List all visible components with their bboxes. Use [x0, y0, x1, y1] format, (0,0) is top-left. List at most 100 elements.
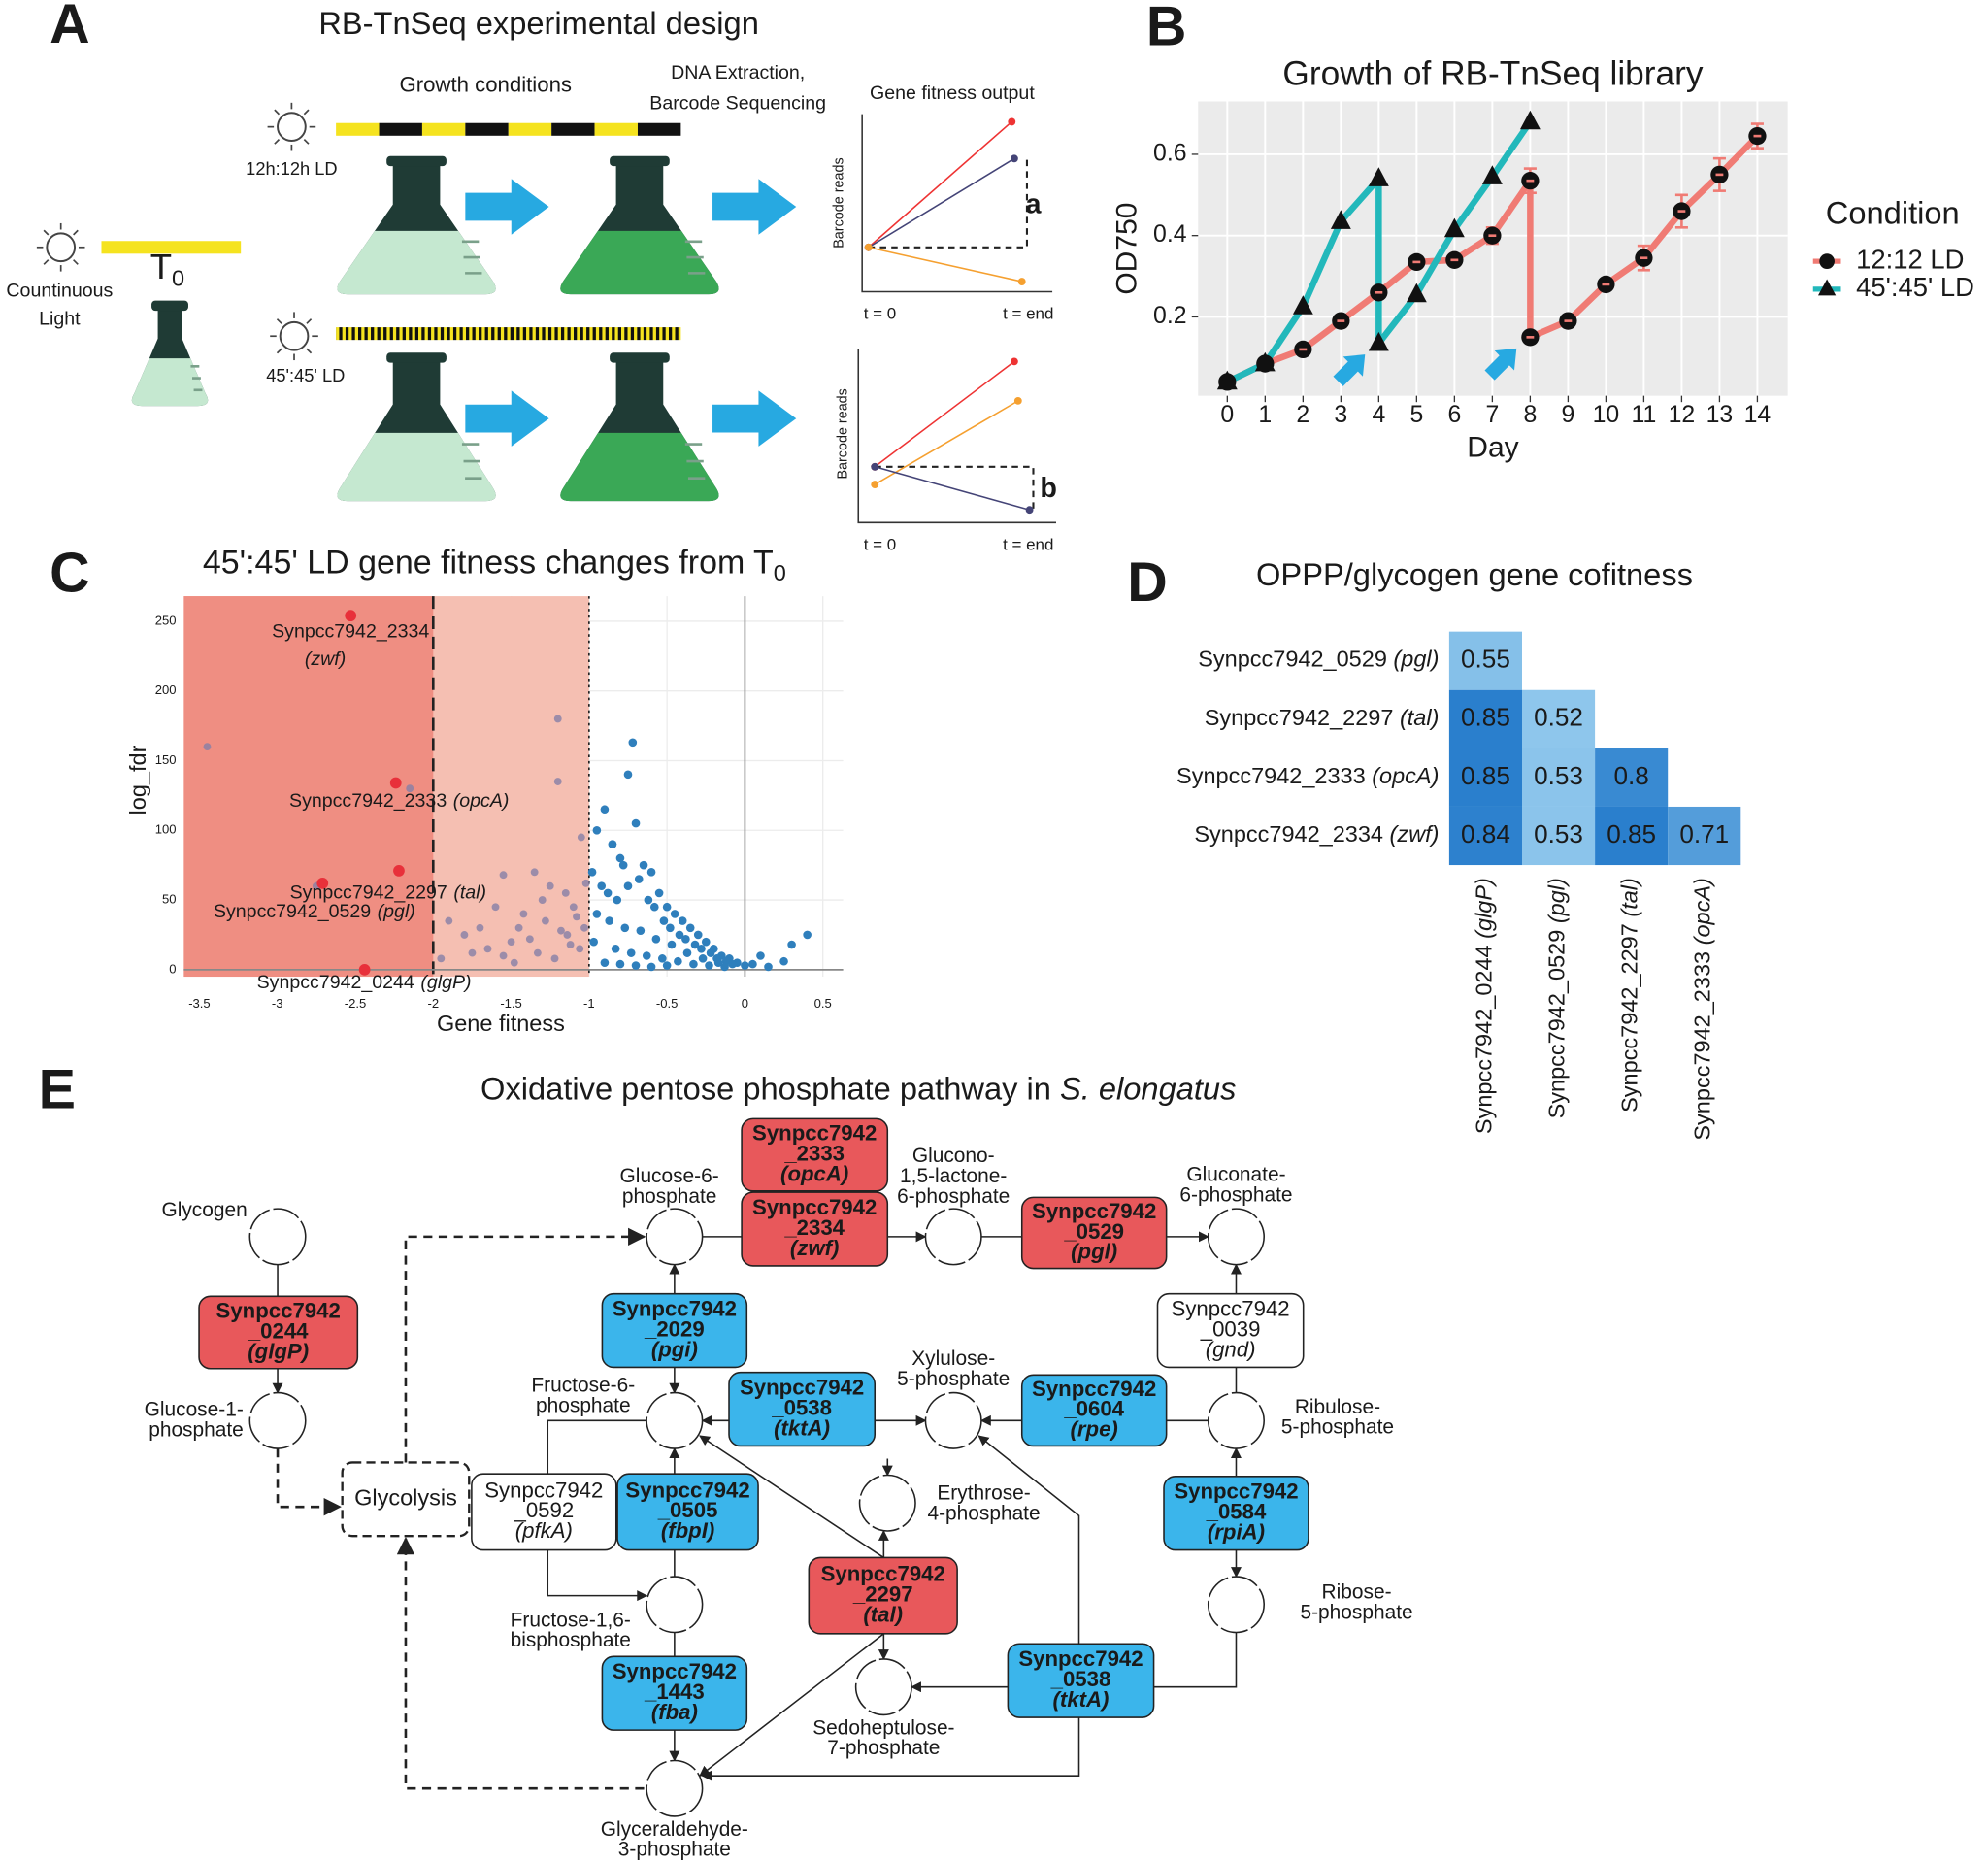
point [662, 902, 672, 912]
heatmap-cell [1448, 631, 1522, 690]
point [550, 954, 559, 963]
cell-label: 0.52 [1534, 703, 1583, 732]
marker [1330, 210, 1351, 229]
title-sub: 0 [774, 560, 786, 585]
edge [977, 1435, 1080, 1645]
cell-label: 0.84 [1461, 819, 1510, 848]
point [705, 961, 713, 970]
point [642, 951, 651, 960]
point [713, 958, 723, 967]
metabolite-label: 5-phosphate [1281, 1416, 1394, 1439]
point [597, 881, 607, 891]
enzyme-box [1007, 1643, 1155, 1718]
point [764, 962, 773, 972]
mini-dot [1013, 396, 1022, 405]
x-tick-label: 1 [1258, 402, 1272, 428]
x-axis-label: Day [1467, 431, 1518, 463]
chart-title: 45':45' LD gene fitness changes from T0 [203, 544, 786, 585]
enzyme-label: Synpcc7942 [821, 1562, 945, 1586]
metabolite-label: Ribulose- [1295, 1396, 1380, 1418]
metabolite-label: Glyceraldehyde- [601, 1818, 748, 1841]
point [651, 934, 661, 944]
label-gene: (glgP) [420, 972, 471, 993]
point [576, 945, 584, 953]
x-tick-label: 7 [1485, 402, 1499, 428]
x-tick-label: 2 [1296, 402, 1309, 428]
enzyme-label: _2334 [783, 1215, 845, 1240]
point [628, 738, 638, 748]
point [787, 940, 796, 949]
point-label-gene: (zwf) [305, 648, 346, 670]
point [553, 778, 562, 785]
bulb-ray [306, 348, 313, 354]
marker-label: b [1040, 473, 1057, 504]
tick-label: t = end [1003, 535, 1053, 553]
tick-label: t = end [1003, 305, 1053, 323]
point [468, 948, 477, 957]
bulb-ray [303, 109, 310, 116]
x-tick-label: 0 [1220, 402, 1234, 428]
point [538, 896, 547, 904]
heatmap-cell [1448, 689, 1522, 748]
light-bar [336, 327, 681, 341]
point [437, 954, 446, 963]
series-line [1225, 119, 1534, 385]
metabolite-node [646, 1208, 704, 1266]
locus: Synpcc7942_2297 [1617, 923, 1642, 1113]
enzyme-label: Synpcc7942 [613, 1659, 737, 1683]
y-tick-label: 0 [169, 961, 176, 976]
enzyme-box [741, 1191, 889, 1267]
metabolite-node [646, 1391, 704, 1449]
x-tick-label: 14 [1744, 402, 1772, 428]
enzyme-label: (tktA) [1053, 1687, 1110, 1712]
gene: (tal) [1617, 878, 1642, 916]
metabolite-label: Fructose-6- [531, 1375, 635, 1397]
enzyme-label: _0505 [657, 1498, 718, 1522]
metabolite-label: Glucose-1- [145, 1398, 244, 1420]
enzyme-box [601, 1292, 748, 1369]
flask-lip [610, 155, 670, 167]
x-tick-label: -1 [583, 996, 595, 1011]
bulb-ray [274, 138, 281, 145]
flask-liquid [560, 432, 719, 502]
enzyme-label: _2297 [852, 1581, 913, 1606]
glycolysis-label: Glycolysis [354, 1485, 457, 1511]
point [701, 937, 711, 947]
point [483, 945, 492, 953]
light-bar [101, 241, 242, 254]
label: Growth conditions [399, 73, 572, 97]
heatmap-cell [1448, 748, 1522, 807]
point [613, 895, 622, 905]
x-tick-label: 11 [1632, 402, 1657, 428]
enzyme-label: (fbpI) [661, 1518, 714, 1543]
light-bar [465, 122, 509, 136]
locus: Synpcc7942_0529 [1544, 930, 1570, 1119]
enzyme-label: (rpe) [1071, 1417, 1118, 1442]
tick-label: t = 0 [864, 305, 896, 323]
edge [404, 1227, 646, 1463]
enzyme-box [1156, 1292, 1305, 1369]
legend-label: 45':45' LD [1856, 272, 1974, 302]
point [748, 959, 757, 969]
row-label: Synpcc7942_2297 (tal) [1205, 705, 1440, 730]
enzyme-label: Synpcc7942 [1174, 1480, 1298, 1504]
bulb-ray [276, 348, 282, 354]
point [681, 934, 690, 944]
point [541, 916, 549, 925]
marker [1292, 295, 1313, 315]
gene: (tal) [1400, 705, 1439, 730]
metabolite-label: Fructose-1,6- [511, 1609, 631, 1631]
metabolite-node [646, 1759, 704, 1817]
enzyme-label: Synpcc7942 [752, 1195, 877, 1219]
mini-dot [1017, 278, 1026, 285]
locus: Synpcc7942_0529 [1198, 647, 1387, 672]
metabolite-label: 4-phosphate [927, 1503, 1040, 1525]
title-italic: S. elongatus [1060, 1070, 1236, 1106]
label-gene: (opcA) [453, 790, 510, 812]
x-tick-label: 4 [1372, 402, 1385, 428]
mini-line [868, 157, 1015, 249]
marker [1368, 331, 1389, 351]
enzyme-label: _0604 [1063, 1397, 1124, 1421]
point [620, 923, 630, 933]
point [577, 833, 585, 842]
